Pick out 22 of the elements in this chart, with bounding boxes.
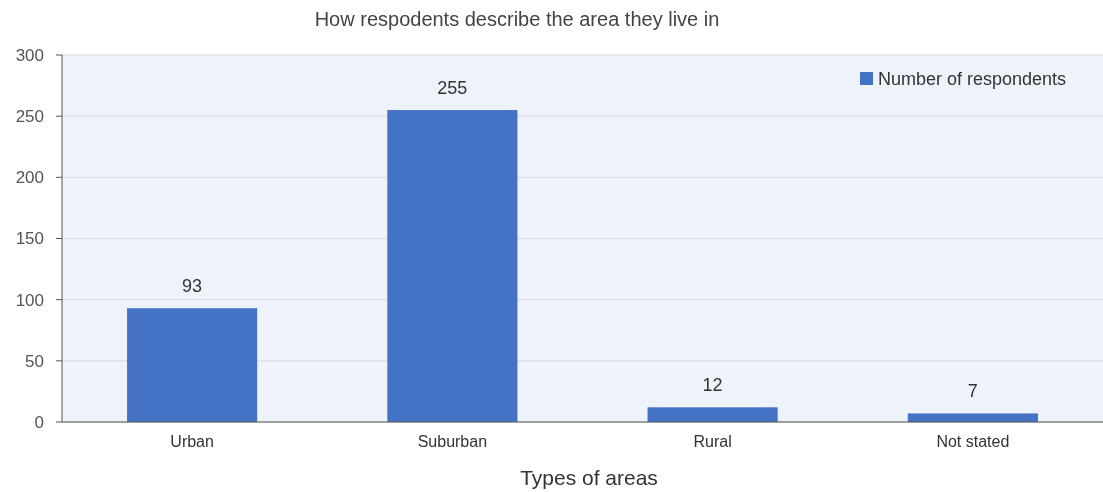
legend-label: Number of respondents: [878, 69, 1067, 90]
y-tick-label: 200: [15, 168, 44, 188]
x-tick-label: Not stated: [936, 433, 1010, 450]
y-tick-label: 250: [15, 107, 44, 127]
x-tick-label: Suburban: [417, 433, 488, 450]
data-label: 7: [967, 381, 978, 402]
y-tick-label: 150: [15, 229, 44, 249]
x-axis-title: Types of areas: [520, 466, 658, 489]
bar: [647, 407, 778, 422]
y-tick-label: 0: [34, 412, 44, 432]
data-label: 93: [182, 276, 203, 297]
data-label: 12: [702, 375, 723, 396]
y-tick-label: 300: [15, 45, 44, 65]
bar: [127, 308, 258, 422]
x-tick-label: Urban: [170, 433, 214, 450]
chart-title: How respodents describe the area they live in: [314, 8, 720, 30]
y-tick-label: 50: [25, 351, 44, 371]
bar: [387, 110, 518, 422]
data-label: 255: [437, 78, 468, 99]
bar: [907, 413, 1038, 422]
x-tick-label: Rural: [693, 433, 732, 450]
y-tick-label: 100: [15, 290, 44, 310]
